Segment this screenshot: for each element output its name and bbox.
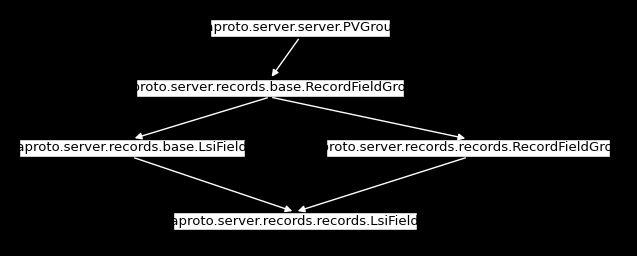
FancyBboxPatch shape [136, 79, 404, 97]
Text: caproto.server.records.base.RecordFieldGroup: caproto.server.records.base.RecordFieldG… [117, 81, 424, 94]
FancyBboxPatch shape [173, 212, 417, 230]
FancyBboxPatch shape [210, 19, 390, 37]
FancyBboxPatch shape [18, 139, 245, 157]
Text: caproto.server.records.base.LsiFields: caproto.server.records.base.LsiFields [10, 142, 254, 155]
Text: caproto.server.server.PVGroup: caproto.server.server.PVGroup [199, 22, 401, 35]
Text: caproto.server.records.records.LsiFields: caproto.server.records.records.LsiFields [164, 215, 426, 228]
Text: caproto.server.records.records.RecordFieldGroup: caproto.server.records.records.RecordFie… [306, 142, 631, 155]
FancyBboxPatch shape [326, 139, 610, 157]
